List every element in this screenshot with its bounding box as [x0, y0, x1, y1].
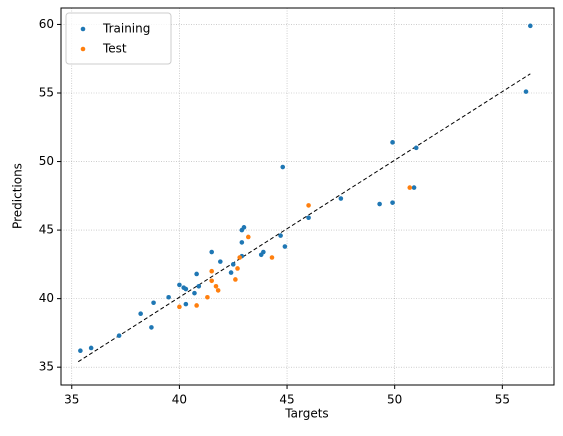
point [183, 286, 189, 292]
point [177, 304, 182, 310]
point [377, 201, 382, 207]
legend-label: Training [102, 22, 150, 36]
legend-box [65, 12, 172, 65]
point [215, 288, 221, 293]
point [235, 266, 240, 271]
point [233, 277, 238, 282]
x-tick-label: 55 [495, 393, 510, 407]
point [278, 233, 283, 238]
point [523, 89, 529, 94]
point [306, 215, 311, 221]
x-tick-label: 40 [172, 393, 187, 407]
point [241, 225, 247, 230]
point [78, 348, 83, 354]
point [218, 259, 223, 264]
point [205, 294, 210, 300]
y-tick-label: 45 [39, 223, 54, 237]
point [177, 282, 182, 288]
point [209, 268, 214, 274]
point [213, 283, 219, 289]
point [88, 345, 94, 351]
point [269, 255, 275, 260]
x-tick-label: 45 [279, 393, 294, 407]
point [411, 185, 417, 190]
x-axis-label: Targets [284, 407, 328, 421]
point [151, 300, 156, 306]
point [230, 262, 236, 267]
point [166, 294, 171, 300]
x-tick-label: 50 [387, 393, 402, 407]
point [194, 303, 199, 308]
point [261, 249, 266, 255]
legend-marker [80, 26, 86, 32]
point [196, 283, 202, 289]
point [280, 164, 286, 170]
point [192, 290, 197, 296]
point [239, 240, 245, 245]
y-axis-label: Predictions [11, 163, 25, 229]
y-tick-label: 55 [39, 85, 54, 99]
point [228, 270, 234, 275]
point [245, 234, 251, 240]
point [390, 200, 395, 205]
point [338, 196, 344, 201]
plot-frame [60, 7, 555, 386]
point [237, 255, 242, 260]
point [149, 325, 154, 330]
legend-marker [80, 46, 86, 52]
point [194, 271, 199, 277]
point [306, 203, 311, 208]
y-tick-label: 40 [39, 291, 54, 305]
point [209, 249, 214, 255]
legend-label: Test [102, 42, 127, 56]
y-tick-label: 60 [39, 17, 54, 31]
y-tick-label: 35 [39, 360, 54, 374]
point [183, 301, 189, 307]
point [528, 23, 533, 29]
y-tick-label: 50 [39, 154, 54, 168]
point [407, 185, 413, 190]
point [138, 311, 143, 317]
point [390, 140, 395, 145]
point [116, 333, 122, 338]
point [413, 145, 419, 151]
point [282, 244, 288, 249]
reference-line [77, 73, 531, 363]
x-tick-label: 35 [64, 393, 79, 407]
point [209, 278, 214, 284]
